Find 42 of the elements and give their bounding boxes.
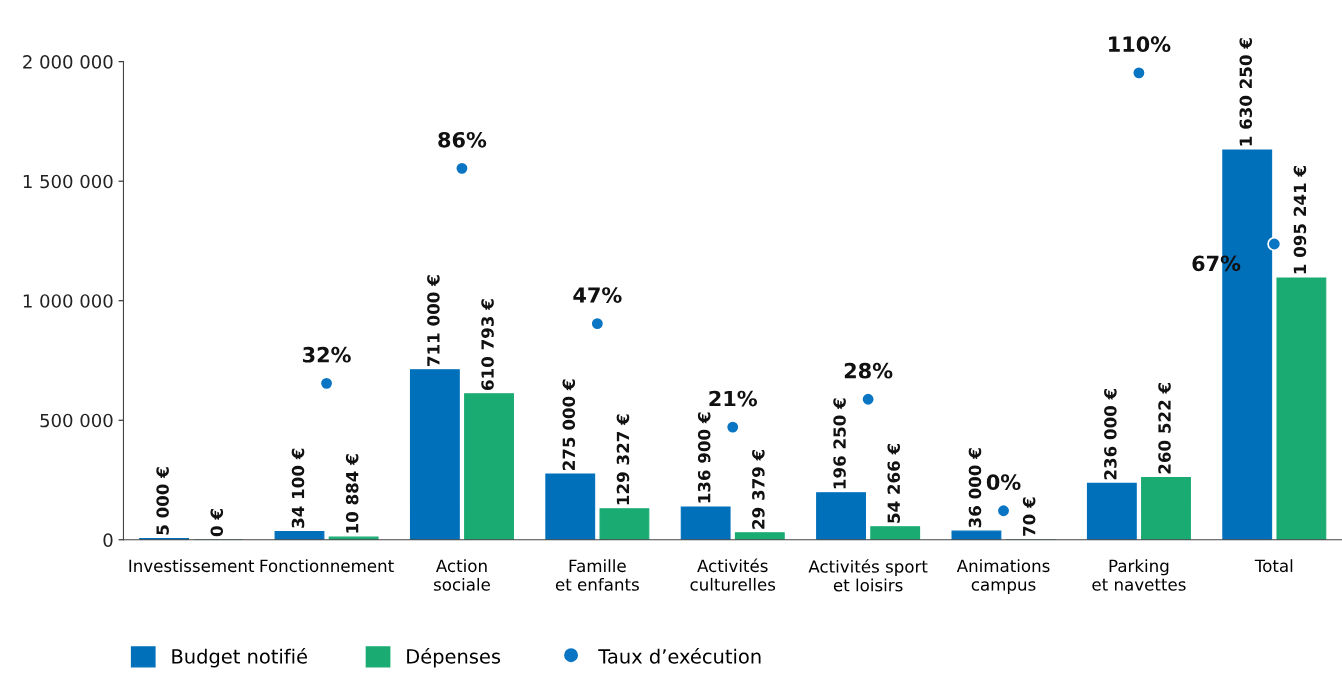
data-label: 610 793 € [481,299,494,390]
y-tick-label: 500 000 [40,413,113,428]
data-label: 21% [709,390,757,407]
data-label: 136 900 € [697,412,711,503]
legend-label: Budget notifié [172,647,307,668]
y-tick-label: 0 [103,533,113,547]
x-tick-label: Total [1254,559,1293,573]
data-label: 260 522 € [1158,383,1171,474]
data-label: 34 100 € [291,448,305,528]
data-label: 236 000 € [1104,388,1117,480]
data-label: 54 266 € [887,443,901,523]
data-label: 47% [573,287,622,303]
data-label: 36 000 € [968,448,982,528]
data-label: 129 327 € [616,414,630,505]
y-tick-label: 2 000 000 [23,55,113,69]
data-label: 10 884 € [345,454,359,533]
data-label: 1 095 241 € [1293,166,1307,274]
data-label: 0% [986,474,1021,491]
data-label: 5 000 € [156,467,169,535]
x-tick-label: Activités culturelles [690,558,776,591]
x-tick-label: Investissement [129,559,255,573]
data-label: 29 379 € [752,449,765,529]
x-tick-label: Animations campus [956,559,1050,595]
data-label: 70 € [1022,497,1036,536]
x-tick-label: Fonctionnement [260,559,394,573]
legend-label: Taux d’exécution [598,647,761,664]
data-label: 28% [844,362,893,379]
data-label: 711 000 € [427,275,440,366]
data-label: 275 000 € [562,379,576,470]
y-tick-label: 1 500 000 [23,174,113,189]
data-label: 110% [1109,36,1171,53]
data-label: 0 € [210,509,224,537]
legend-label: Dépenses [407,647,501,668]
y-tick-label: 1 000 000 [23,294,113,308]
data-label: 32% [303,346,351,363]
x-tick-label: Activités sport et loisirs [808,559,928,592]
data-label: 196 250 € [833,398,846,489]
x-tick-label: Parking et navettes [1092,559,1186,591]
data-label: 1 630 250 € [1239,38,1253,146]
x-tick-label: Famille et enfants [555,559,639,591]
data-label: 86% [438,131,487,148]
x-tick-label: Action sociale [433,559,490,591]
